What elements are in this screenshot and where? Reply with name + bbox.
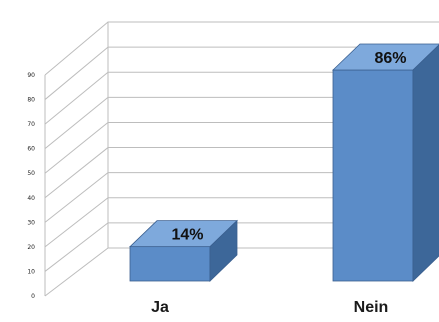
data-label-nein: 86% (374, 50, 406, 67)
bar-side (412, 44, 439, 282)
y-tick-label: 50 (27, 170, 35, 177)
bar-top (332, 43, 439, 71)
bar-ja (129, 219, 238, 282)
data-labels: 14% 86% (171, 50, 406, 244)
y-tick-label: 80 (27, 97, 35, 104)
y-tick-label: 90 (27, 72, 35, 79)
y-tick-label: 40 (27, 195, 35, 202)
category-label-nein: Nein (354, 299, 389, 316)
bar-front (129, 246, 211, 282)
category-label-ja: Ja (151, 299, 169, 316)
y-tick-label: 10 (27, 268, 35, 275)
y-tick-label: 60 (27, 146, 35, 153)
bar-front (332, 69, 414, 282)
bar-side (209, 219, 238, 282)
y-tick-label: 20 (27, 244, 35, 251)
y-tick-label: 70 (27, 121, 35, 128)
bars (129, 43, 439, 282)
data-label-ja: 14% (171, 227, 203, 244)
y-axis-ticks: 0 10 20 30 40 50 60 70 80 90 (27, 72, 35, 300)
y-tick-label: 30 (27, 219, 35, 226)
grid (44, 21, 439, 297)
category-labels: Ja Nein (151, 299, 388, 316)
y-tick-label: 0 (31, 293, 35, 300)
bar-nein (332, 43, 439, 282)
